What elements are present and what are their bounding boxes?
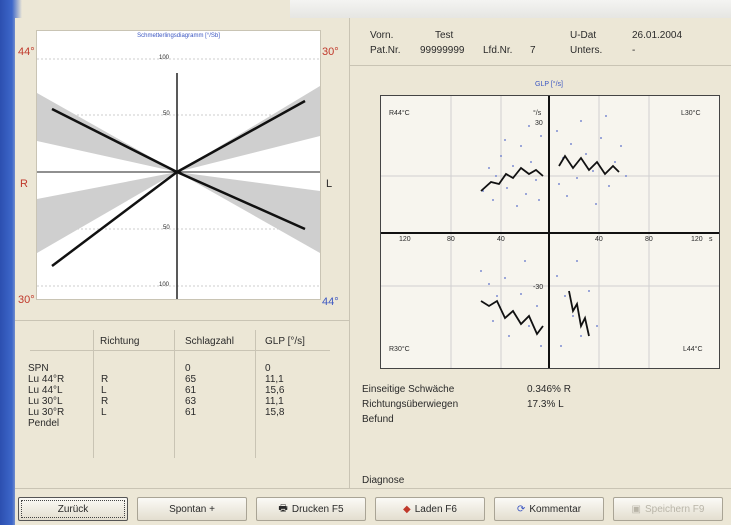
table-cell-direction: L — [101, 385, 107, 396]
diagnosis-label: Diagnose — [362, 475, 405, 486]
print-button-label: Drucken F5 — [291, 503, 344, 515]
save-button-label: Speichern F9 — [644, 503, 705, 515]
butterfly-plot — [37, 58, 320, 299]
x-unit-label: s — [709, 236, 713, 243]
x-tick-4: 40 — [595, 236, 603, 243]
quadrant-label-top-right: L30°C — [681, 110, 701, 117]
x-tick-5: 80 — [645, 236, 653, 243]
scatter-title: GLP [°/s] — [535, 81, 563, 88]
side-label-right: L — [326, 178, 333, 190]
date-label: U-Dat — [570, 30, 597, 41]
patnr-value: 99999999 — [420, 45, 465, 56]
folder-icon: ◆ — [403, 503, 411, 515]
x-tick-2: 80 — [447, 236, 455, 243]
tick-bottom: 100 — [159, 282, 170, 288]
back-button-label: Zurück — [57, 503, 89, 515]
comment-button-label: Kommentar — [529, 503, 582, 515]
diagram-title: Schmetterlingsdiagramm [°/Sb] — [137, 33, 220, 39]
corner-label-top-left: 44° — [18, 46, 35, 58]
tick-top: 100 — [159, 55, 170, 61]
side-label-left: R — [20, 178, 28, 190]
table-cell-glp: 11,1 — [265, 396, 284, 407]
name-value: Test — [435, 30, 454, 41]
table-cell-count: 61 — [185, 407, 197, 418]
quadrant-label-top-left: R44°C — [389, 110, 410, 117]
exam-value: - — [632, 45, 636, 56]
lfdnr-label: Lfd.Nr. — [483, 45, 513, 56]
tick-lower: 50 — [163, 225, 170, 231]
disk-icon: ▣ — [631, 503, 641, 515]
scatter-dots — [480, 115, 627, 347]
x-tick-1: 120 — [399, 236, 411, 243]
y-unit-label: °/s — [533, 110, 542, 117]
x-tick-3: 40 — [497, 236, 505, 243]
table-row-name: SPN — [28, 363, 49, 374]
preponderance-value: 17.3% L — [527, 399, 564, 410]
col-header-glp: GLP [°/s] — [265, 336, 305, 347]
save-button[interactable]: ▣ Speichern F9 — [613, 497, 723, 521]
col-rule-2 — [174, 330, 175, 458]
exam-label: Unters. — [570, 45, 603, 56]
printer-icon: 🖶 — [278, 502, 288, 514]
table-row-name: Lu 30°L — [28, 396, 63, 407]
header-separator — [350, 65, 731, 66]
quadrant-label-bottom-left: R30°C — [389, 346, 410, 353]
table-cell-direction: R — [101, 374, 109, 385]
button-bar-separator — [15, 488, 731, 489]
table-cell-count: 63 — [185, 396, 197, 407]
finding-label: Befund — [362, 414, 394, 425]
table-cell-glp: 0 — [265, 363, 271, 374]
x-tick-6: 120 — [691, 236, 703, 243]
name-label: Vorn. — [370, 30, 394, 41]
table-cell-count: 65 — [185, 374, 197, 385]
table-col-count: 0 65 61 63 61 — [185, 363, 196, 418]
col-rule-3 — [255, 330, 256, 458]
y-top-tick: 30 — [535, 120, 543, 127]
table-separator — [15, 320, 349, 321]
butterfly-diagram: Schmetterlingsdiagramm [°/Sb] 100 50 50 … — [36, 30, 321, 300]
corner-label-top-right: 30° — [322, 46, 339, 58]
glp-plot — [381, 96, 719, 368]
corner-label-bottom-left: 30° — [18, 294, 35, 306]
table-cell-count: 0 — [185, 363, 191, 374]
table-cell-direction: R — [101, 396, 109, 407]
col-header-count: Schlagzahl — [185, 336, 234, 347]
corner-label-bottom-right: 44° — [322, 296, 339, 308]
table-col-glp: 0 11,1 15,6 11,1 15,8 — [265, 363, 284, 418]
pane-separator — [349, 18, 350, 488]
spontaneous-button[interactable]: Spontan + — [137, 497, 247, 521]
table-cell-glp: 11,1 — [265, 374, 284, 385]
table-row-name: Lu 44°L — [28, 385, 63, 396]
table-header-rule — [30, 350, 330, 351]
patnr-label: Pat.Nr. — [370, 45, 401, 56]
table-row-name: Pendel — [28, 418, 60, 429]
back-button[interactable]: Zurück — [18, 497, 128, 521]
spontaneous-button-label: Spontan + — [169, 503, 215, 515]
comment-button[interactable]: ⟳ Kommentar — [494, 497, 604, 521]
load-button-label: Laden F6 — [414, 503, 457, 515]
table-cell-direction — [101, 363, 108, 374]
date-value: 26.01.2004 — [632, 30, 683, 41]
table-cell-glp: 15,8 — [265, 407, 285, 418]
table-row-name: Lu 44°R — [28, 374, 65, 385]
table-cell-direction: L — [101, 407, 107, 418]
print-button[interactable]: 🖶 Drucken F5 — [256, 497, 366, 521]
table-col-direction: R L R L — [101, 363, 108, 418]
weakness-label: Einseitige Schwäche — [362, 384, 455, 395]
comment-icon: ⟳ — [516, 503, 526, 515]
quadrant-label-bottom-right: L44°C — [683, 346, 703, 353]
lfdnr-value: 7 — [530, 45, 536, 56]
glp-quadrant-plot: R44°C L30°C R30°C L44°C °/s 30 -30 120 8… — [380, 95, 720, 369]
table-cell-glp: 15,6 — [265, 385, 285, 396]
table-row-names: SPN Lu 44°R Lu 44°L Lu 30°L Lu 30°R Pend… — [28, 363, 64, 429]
load-button[interactable]: ◆ Laden F6 — [375, 497, 485, 521]
y-bottom-tick: -30 — [533, 284, 544, 291]
tick-upper: 50 — [163, 111, 170, 117]
table-row-name: Lu 30°R — [28, 407, 65, 418]
col-header-direction: Richtung — [100, 336, 140, 347]
col-rule-1 — [93, 330, 94, 458]
weakness-value: 0.346% R — [527, 384, 571, 395]
table-cell-count: 61 — [185, 385, 197, 396]
preponderance-label: Richtungsüberwiegen — [362, 399, 459, 410]
